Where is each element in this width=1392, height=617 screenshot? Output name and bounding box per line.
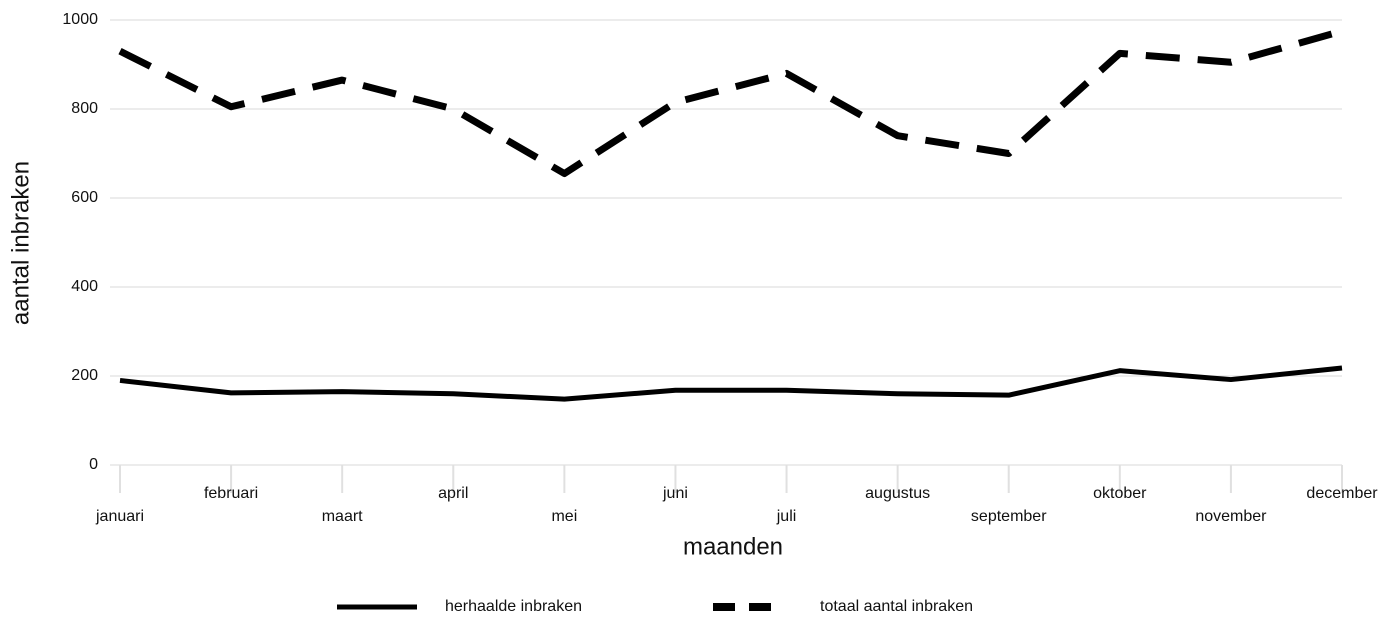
legend-label: herhaalde inbraken — [445, 598, 582, 615]
y-tick-label: 800 — [71, 100, 98, 117]
x-tick-label: juni — [662, 485, 688, 502]
y-tick-label: 200 — [71, 367, 98, 384]
x-tick-label: april — [438, 485, 468, 502]
y-tick-label: 600 — [71, 189, 98, 206]
x-tick-label: januari — [95, 508, 144, 525]
series-line — [118, 27, 1343, 178]
legend-label: totaal aantal inbraken — [820, 598, 973, 615]
x-tick-label: juli — [776, 508, 797, 525]
x-tick-label: augustus — [865, 485, 930, 502]
y-axis-title: aantal inbraken — [7, 161, 34, 325]
x-axis-title: maanden — [683, 533, 783, 560]
x-tick-label: november — [1195, 508, 1267, 525]
x-tick-label: maart — [322, 508, 363, 525]
x-tick-label: februari — [204, 485, 258, 502]
y-tick-label: 0 — [89, 456, 98, 473]
x-tick-label: oktober — [1093, 485, 1147, 502]
y-tick-label: 400 — [71, 278, 98, 295]
x-tick-label: mei — [551, 508, 577, 525]
series-line — [119, 365, 1343, 402]
y-tick-label: 1000 — [62, 11, 98, 28]
x-tick-label: september — [971, 508, 1047, 525]
x-tick-label: december — [1306, 485, 1378, 502]
